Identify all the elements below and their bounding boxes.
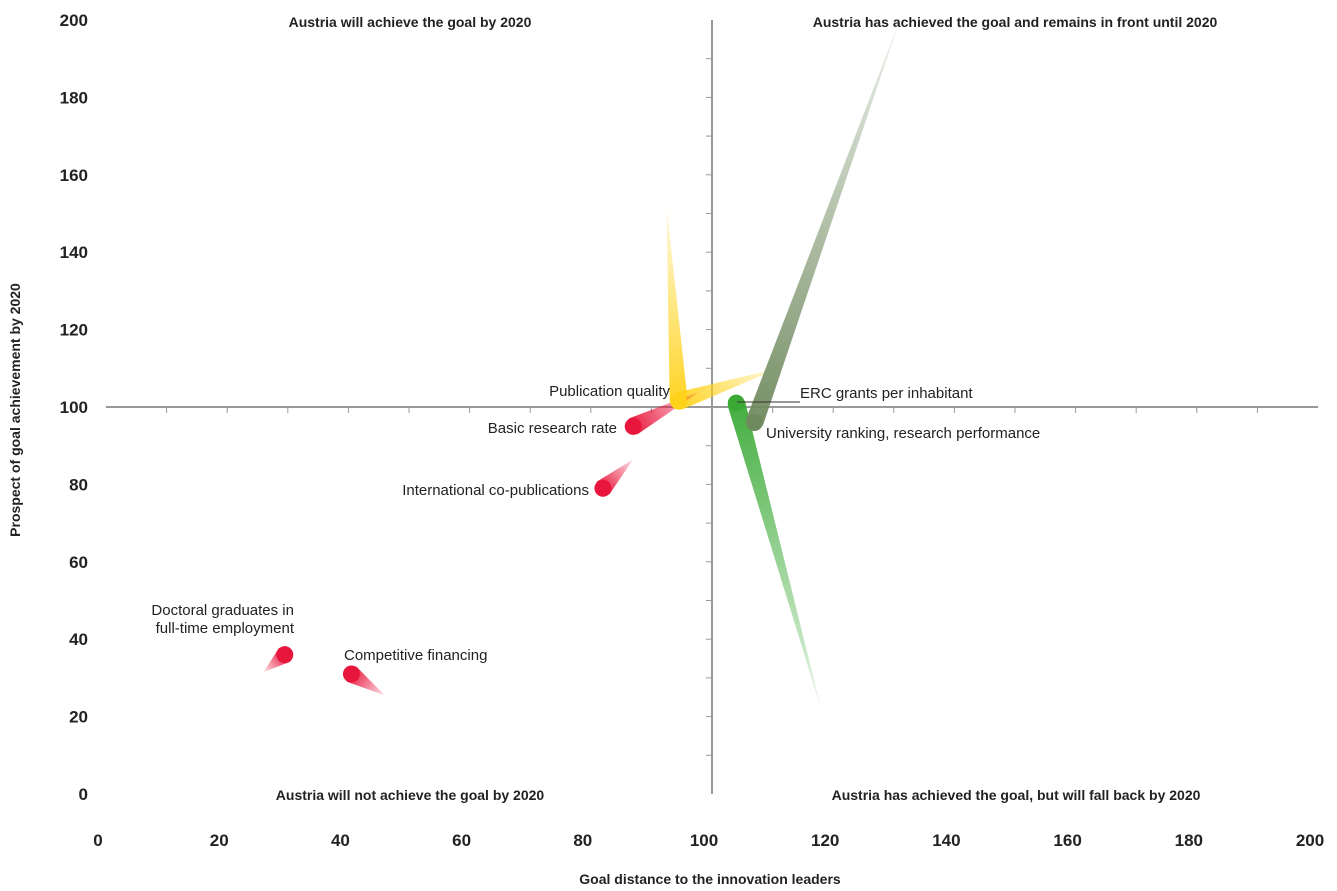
university-ranking-research-performance-trail <box>745 20 900 426</box>
x-tick-label: 40 <box>331 831 350 850</box>
y-tick-label: 180 <box>60 88 88 107</box>
doctoral-graduates-in-full-time-employment-label: Doctoral graduates in full-time employmen… <box>151 602 294 637</box>
x-tick-label: 180 <box>1175 831 1203 850</box>
y-tick-label: 20 <box>69 708 88 727</box>
y-tick-label: 0 <box>79 785 88 804</box>
university-ranking-research-performance-point <box>745 413 763 431</box>
axes: 0 20 40 60 80 100 120 140 160 180 200 0 20 40 60 80 100 1… <box>60 11 1325 850</box>
quadrant-label-bottom-left: Austria will not achieve the goal by 202… <box>276 787 545 803</box>
point-labels: Publication quality Basic research rate In… <box>151 383 1040 664</box>
doctoral-graduates-in-full-time-employment-point <box>276 646 294 664</box>
international-co-publications-label: International co-publications <box>402 482 589 499</box>
basic-research-rate-label: Basic research rate <box>488 420 617 437</box>
basic-research-rate-point <box>624 417 642 435</box>
quadrant-label-bottom-right: Austria has achieved the goal, but will … <box>832 787 1201 803</box>
x-tick-label: 80 <box>573 831 592 850</box>
x-axis-title: Goal distance to the innovation leaders <box>579 871 841 887</box>
label-line: Doctoral graduates in <box>151 602 294 619</box>
y-axis-title: Prospect of goal achievement by 2020 <box>7 283 23 537</box>
x-tick-label: 160 <box>1053 831 1081 850</box>
erc-grants-per-inhabitant-point <box>727 394 745 412</box>
trails <box>263 20 900 709</box>
quadrant-label-top-left: Austria will achieve the goal by 2020 <box>289 14 532 30</box>
y-tick-label: 40 <box>69 630 88 649</box>
y-tick-label: 200 <box>60 11 88 30</box>
x-tick-label: 0 <box>93 831 102 850</box>
competitive-financing-label: Competitive financing <box>344 647 487 664</box>
quadrant-labels: Austria will achieve the goal by 2020 Au… <box>276 14 1218 803</box>
x-tick-label: 20 <box>210 831 229 850</box>
university-ranking-research-performance-label: University ranking, research performance <box>766 425 1040 442</box>
publication-quality-trail <box>666 205 688 402</box>
publication-quality-label: Publication quality <box>549 383 670 400</box>
publication-quality-point <box>670 392 688 410</box>
y-tick-label: 60 <box>69 553 88 572</box>
x-tick-label: 120 <box>811 831 839 850</box>
erc-grants-per-inhabitant-label: ERC grants per inhabitant <box>800 385 973 402</box>
axis-titles: Goal distance to the innovation leaders … <box>7 283 841 887</box>
erc-grants-per-inhabitant-trail <box>727 400 822 709</box>
y-tick-label: 160 <box>60 166 88 185</box>
y-tick-label: 120 <box>60 321 88 340</box>
x-tick-label: 100 <box>690 831 718 850</box>
x-tick-label: 200 <box>1296 831 1324 850</box>
y-tick-label: 100 <box>60 398 88 417</box>
y-tick-label: 80 <box>69 475 88 494</box>
y-tick-label: 140 <box>60 243 88 262</box>
x-tick-label: 60 <box>452 831 471 850</box>
international-co-publications-point <box>594 479 612 497</box>
publication-quality-trail <box>675 368 779 410</box>
competitive-financing-point <box>342 665 360 683</box>
quadrant-label-top-right: Austria has achieved the goal and remain… <box>813 14 1218 30</box>
x-tick-label: 140 <box>932 831 960 850</box>
points <box>276 392 763 683</box>
label-line: full-time employment <box>156 620 295 637</box>
